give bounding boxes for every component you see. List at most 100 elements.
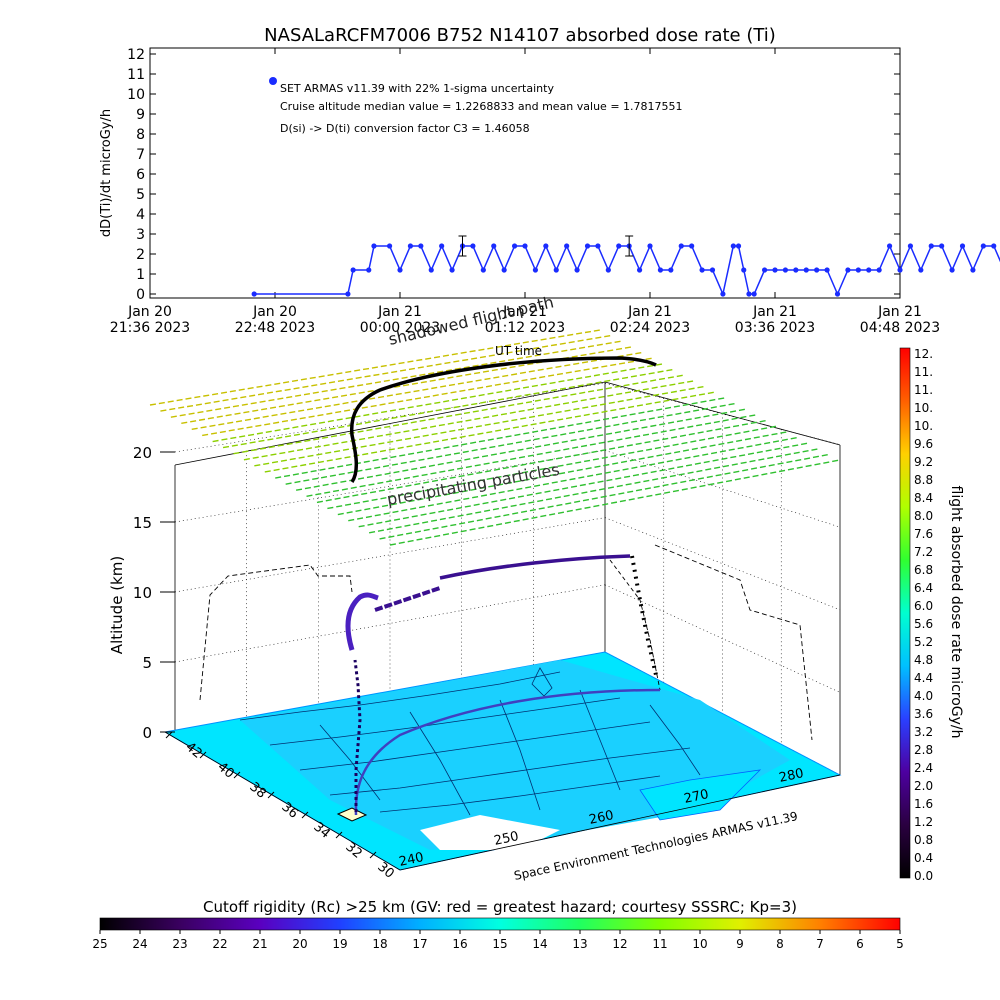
dose-rate-tick-label: 7.6 — [914, 527, 933, 541]
data-point — [845, 267, 851, 273]
latitude-tick — [233, 771, 241, 779]
data-point — [564, 243, 570, 249]
dose-rate-tick-label: 8.0 — [914, 509, 933, 523]
data-point — [371, 243, 377, 249]
data-point — [543, 243, 549, 249]
x-tick-label-time: 03:36 2023 — [735, 320, 815, 336]
map-border-line — [299, 721, 651, 771]
longitude-tick-label: 260 — [588, 808, 615, 828]
front-edge — [164, 731, 401, 871]
data-point — [907, 243, 914, 249]
latitude-tick — [301, 811, 309, 819]
dose-rate-tick-label: 6.8 — [914, 563, 933, 577]
dose-rate-colorbar: 12. 11. 11. 10. 10. 9.6 9.2 8.8 8.4 8.0 7.6 7.2 6.8 6… — [899, 347, 964, 883]
cutoff-rigidity-tick-label: 23 — [172, 937, 187, 951]
altitude-tick-label: 5 — [142, 654, 152, 672]
data-point — [605, 267, 611, 273]
data-point — [803, 267, 809, 273]
y-tick-label: 1 — [136, 267, 145, 283]
map-border-line — [499, 699, 541, 811]
flight-path-climb — [353, 659, 362, 812]
data-point — [866, 267, 872, 273]
cutoff-rigidity-tick-label: 11 — [652, 937, 667, 951]
dose-rate-tick-label: 8.4 — [914, 491, 933, 505]
dose-rate-tick-label: 11. — [914, 365, 933, 379]
x-tick-label-date: Jan 21 — [502, 304, 547, 320]
dose-rate-colorbar-gradient — [899, 347, 911, 879]
grid-line — [174, 382, 606, 453]
flight-path-cruise — [374, 586, 441, 612]
cutoff-rigidity-tick-label: 10 — [692, 937, 707, 951]
y-tick-label: 9 — [136, 107, 145, 123]
data-point — [855, 267, 861, 273]
particle-line — [222, 368, 674, 449]
data-point — [746, 291, 752, 297]
data-point — [886, 243, 893, 249]
particle-line — [285, 402, 736, 485]
data-point — [939, 243, 945, 249]
error-bar — [458, 235, 467, 257]
y-tick-label: 5 — [136, 187, 145, 203]
data-point — [397, 267, 403, 273]
data-point — [678, 243, 684, 249]
data-point — [657, 267, 664, 273]
particle-line — [306, 414, 757, 497]
data-point — [584, 243, 591, 249]
data-point — [720, 291, 726, 297]
altitude-tick-label: 10 — [133, 584, 152, 602]
grid-line — [604, 382, 841, 445]
cutoff-rigidity-gradient — [99, 917, 901, 931]
flight-path-cruise-east — [439, 554, 631, 580]
altitude-tick-label: 0 — [142, 724, 152, 742]
cutoff-rigidity-tick-label: 6 — [856, 937, 864, 951]
data-point — [980, 243, 986, 249]
altitude-tick-label: 15 — [133, 514, 152, 532]
flight-path-ground-track — [354, 688, 661, 816]
y-tick-label: 3 — [136, 227, 145, 243]
latitude-tick — [199, 751, 207, 759]
dose-rate-tick-label: 0.8 — [914, 833, 933, 847]
data-point — [511, 243, 518, 249]
grid-line — [174, 584, 606, 663]
data-point — [532, 267, 539, 273]
data-point — [793, 267, 799, 273]
x-tick-label-time: 02:24 2023 — [610, 320, 690, 336]
data-point — [735, 243, 742, 249]
particle-line — [233, 374, 684, 455]
particle-line — [369, 448, 820, 534]
data-point — [876, 267, 882, 273]
shadow-profile-mid — [609, 559, 661, 691]
data-point — [824, 267, 830, 273]
gulf-water — [420, 815, 560, 850]
particle-line — [254, 385, 705, 467]
data-point — [574, 267, 580, 273]
latitude-tick — [369, 851, 377, 859]
longitude-tick-label: 270 — [683, 787, 710, 807]
cutoff-rigidity-tick-label: 15 — [492, 937, 507, 951]
cutoff-rigidity-tick-label: 22 — [212, 937, 227, 951]
dose-rate-tick-label: 11. — [914, 383, 933, 397]
y-tick-label: 8 — [136, 127, 145, 143]
data-point — [553, 267, 559, 273]
timeseries-title: NASALaRCFM7006 B752 N14107 absorbed dose… — [264, 25, 776, 46]
x-tick-label-date: Jan 20 — [127, 304, 172, 320]
flight-path-descent — [630, 555, 658, 676]
x-tick-label-time: 04:48 2023 — [860, 320, 940, 336]
data-point — [782, 267, 789, 273]
map-border-line — [319, 724, 381, 801]
map-border-line — [239, 671, 561, 721]
particle-line — [316, 419, 768, 504]
map-border-line — [649, 704, 701, 776]
altitude-axis: 0 5 10 15 20 — [133, 444, 175, 742]
map-borders — [239, 667, 701, 816]
x-tick-label-time: 22:48 2023 — [235, 320, 315, 336]
cutoff-rigidity-tick-label: 16 — [452, 937, 467, 951]
latitude-tick — [165, 731, 173, 739]
altitude-tick-label: 20 — [133, 444, 152, 462]
y-tick-label: 0 — [136, 287, 145, 303]
particle-line — [337, 431, 788, 516]
y-tick-label: 11 — [127, 67, 145, 83]
